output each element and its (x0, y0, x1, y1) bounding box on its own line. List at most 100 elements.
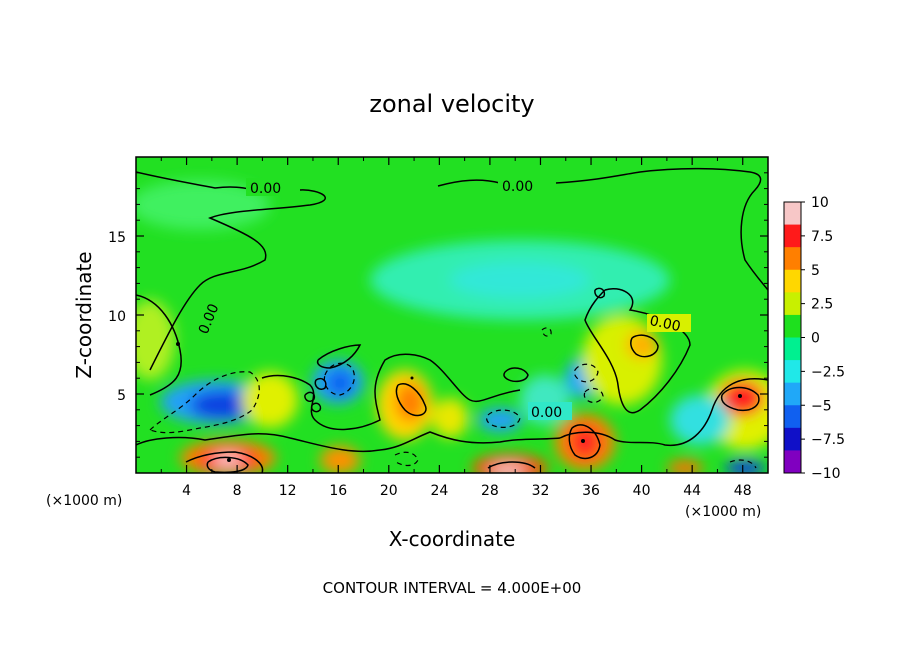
contour-blob-upper-mid (316, 344, 362, 369)
colorbar-swatch (784, 202, 801, 226)
colorbar-swatch (784, 337, 801, 361)
y-axis: 5 10 15 (108, 172, 768, 458)
colorbar-tick-label: 5 (811, 263, 820, 279)
contour-small-loop-14 (314, 377, 327, 391)
contour-small-loop-13a (304, 391, 316, 402)
colorbar-swatch (784, 405, 801, 429)
contour-small-loop-28 (503, 367, 529, 383)
x-tick-label: 32 (532, 483, 550, 499)
x-axis-label: X-coordinate (389, 527, 516, 551)
field-region-blue-left-core (190, 391, 254, 419)
x-tick-label: 24 (430, 483, 448, 499)
contour-positive-blob-40 (630, 334, 659, 358)
x-tick-label: 48 (734, 483, 752, 499)
contour-point-4 (410, 376, 414, 380)
x-unit-left: (×1000 m) (46, 493, 122, 509)
colorbar-swatch (784, 224, 801, 248)
colorbar-tick-label: −5 (811, 398, 832, 414)
field-region-blue-bottom-right (725, 460, 765, 473)
colorbar-tick-label: 7.5 (811, 229, 833, 245)
x-tick-label: 8 (233, 483, 242, 499)
contour-small-loop-13b (310, 402, 322, 413)
field-region-yellow-26 (432, 398, 468, 438)
contour-label-1: 0.00 (250, 181, 281, 197)
field-region-blue-mid-core (327, 370, 353, 396)
contour-positive-blob-48 (720, 386, 760, 412)
colorbar-swatch (784, 360, 801, 384)
contour-negative-41 (541, 327, 552, 337)
x-tick-label: 4 (182, 483, 191, 499)
colorbar-swatch (784, 450, 801, 474)
field-region-cyan-right (670, 395, 730, 445)
colorbar-swatch (784, 269, 801, 293)
field-region-pink-30 (490, 464, 526, 473)
chart-title: zonal velocity (369, 90, 534, 118)
x-tick-label: 12 (279, 483, 297, 499)
x-tick-label: 16 (329, 483, 347, 499)
x-tick-label: 36 (582, 483, 600, 499)
contour-zero-mid-band (261, 353, 521, 431)
colorbar-swatch (784, 247, 801, 271)
contour-negative-36 (583, 387, 604, 403)
contour-zero-top-right (437, 167, 768, 291)
contour-negative-28 (486, 409, 521, 428)
x-tick-label: 44 (683, 483, 701, 499)
contour-point-1 (227, 458, 231, 462)
colorbar-swatch (784, 427, 801, 451)
field-region-red-36 (570, 426, 600, 458)
x-unit-right: (×1000 m) (685, 504, 761, 520)
contour-negative-left (149, 371, 260, 434)
field-region-orange-44 (667, 460, 703, 473)
colorbar-tick-label: 10 (811, 195, 829, 211)
contour-positive-blob-21 (395, 383, 427, 417)
colorbar-swatch (784, 292, 801, 316)
contour-positive-blob-8 (206, 456, 249, 473)
contour-small-loop-right (594, 287, 606, 299)
contour-interval-note: CONTOUR INTERVAL = 4.000E+00 (323, 579, 582, 597)
colorbar-tick-label: −2.5 (811, 364, 845, 380)
contour-point-3 (738, 394, 742, 398)
contour-label-bg-1 (246, 178, 290, 196)
field-fills (136, 180, 768, 473)
contour-point-2 (581, 439, 585, 443)
contour-label-bg-2 (498, 176, 542, 194)
x-tick-label: 20 (380, 483, 398, 499)
field-region-upper-left (136, 180, 270, 230)
contour-negative-mid (323, 362, 355, 396)
field-region-left-warm (136, 300, 175, 380)
y-tick-label: 5 (117, 388, 126, 404)
contour-label-4: 0.00 (531, 405, 562, 421)
contour-lines-negative (149, 327, 757, 469)
contour-negative-48 (729, 459, 757, 469)
contour-zero-right-lower (559, 378, 768, 446)
x-tick-label: 28 (481, 483, 499, 499)
contour-positive-blob-35 (568, 424, 601, 460)
contour-zero-right-lobe (584, 288, 691, 414)
contour-label-2: 0.00 (502, 179, 533, 195)
contour-label-bg-3 (647, 314, 691, 332)
field-region-yellow-left (242, 372, 298, 428)
colorbar: 10 7.5 5 2.5 0 −2.5 −5 −7.5 −10 (783, 195, 845, 482)
contour-points (176, 342, 742, 462)
colorbar-tick-label: 2.5 (811, 297, 833, 313)
y-tick-label: 15 (108, 230, 126, 246)
y-tick-label: 10 (108, 309, 126, 325)
field-region-blue-28 (478, 408, 522, 432)
colorbar-tick-label: −10 (811, 466, 841, 482)
colorbar-swatch (784, 314, 801, 338)
contour-zero-left-lower (136, 294, 561, 453)
contour-labels: 0.00 0.00 0.00 0.00 0.00 (196, 176, 691, 421)
x-tick-label: 40 (633, 483, 651, 499)
x-axis: 4 8 12 16 20 24 28 32 36 40 44 48 (160, 157, 752, 499)
y-axis-label: Z-coordinate (72, 251, 96, 378)
contour-label-3: 0.00 (648, 313, 682, 335)
contour-positive-bottom-left (185, 451, 264, 473)
colorbar-swatch (784, 382, 801, 406)
colorbar-tick-label: 0 (811, 331, 820, 347)
contour-positive-blob-29 (487, 461, 536, 469)
field-region-orange-16 (320, 446, 360, 473)
field-region-upper-cyan-core (450, 262, 590, 298)
plot-area: 0.00 0.00 0.00 0.00 0.00 (136, 157, 768, 473)
contour-label-bg-4 (528, 402, 572, 420)
